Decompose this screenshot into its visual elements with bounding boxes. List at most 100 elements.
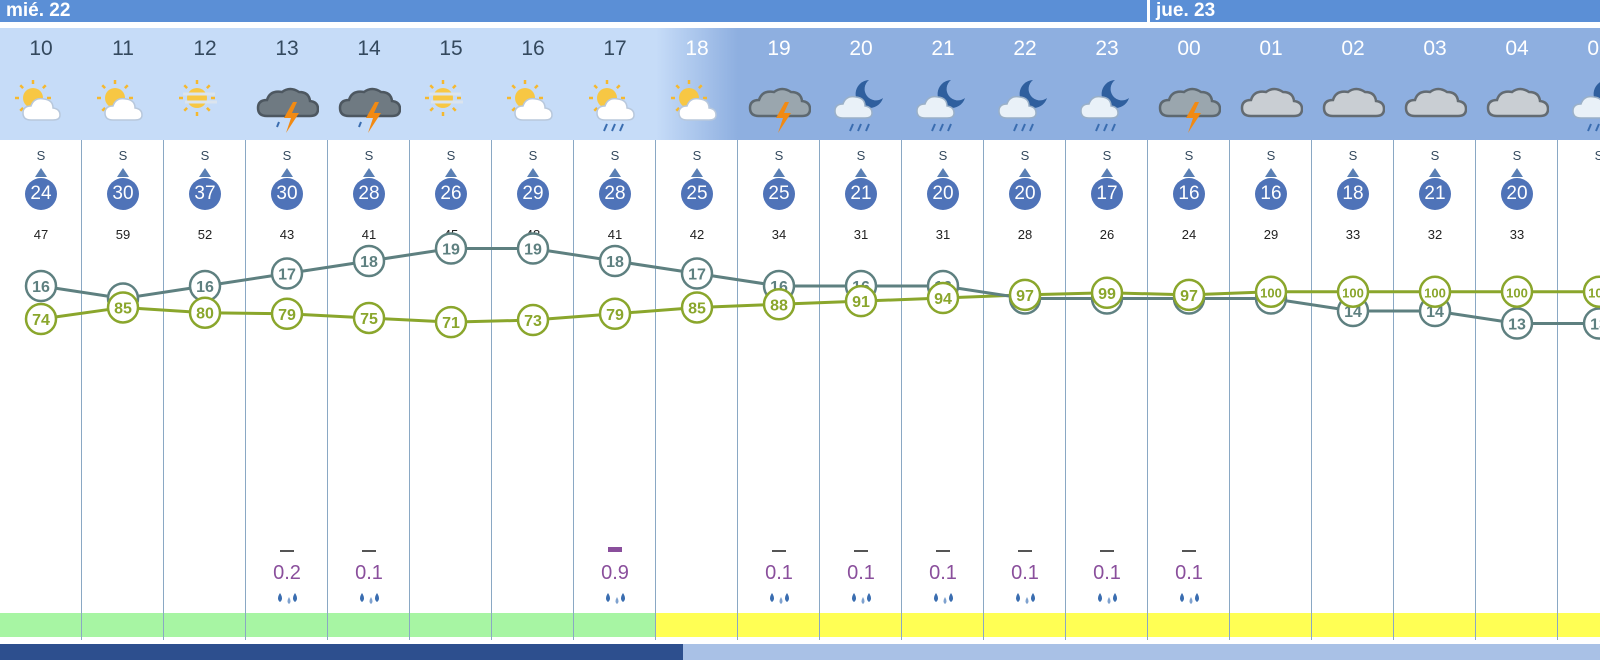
temperature-point: 19 [516,232,550,265]
cloud-icon [1486,87,1549,118]
wind-speed-badge: 20 [927,178,959,210]
scrollbar-thumb[interactable] [0,644,683,660]
day-bar [0,0,1600,22]
wind-speed-badge: 17 [1091,178,1123,210]
hour-cell: 12 [164,28,246,140]
column-divider [1147,140,1148,640]
hour-label: 02 [1341,37,1365,60]
precip-amount: 0.2 [273,562,301,584]
wind-speed-badge: 30 [271,178,303,210]
wind-direction: S [1266,148,1276,163]
humidity-point: 100 [1336,275,1370,308]
wind-arrow-icon [1429,168,1441,177]
humidity-label: 75 [360,311,378,328]
wind-arrow-icon [691,168,703,177]
humidity-point: 94 [926,281,960,315]
wind-gust: 28 [1017,227,1033,242]
status-strip [656,613,737,637]
hour-label: 10 [29,37,53,60]
cloud-icon [1404,87,1467,118]
humidity-point: 91 [844,284,878,318]
wind-arrow-icon [35,168,47,177]
temperature-label: 14 [1344,304,1362,321]
hour-cell: 03 [1394,28,1476,140]
column-divider [1557,140,1558,640]
sun-cloud-icon [97,80,143,121]
wind-gust: 41 [607,227,623,242]
wind-gust: 52 [197,227,213,242]
sun-haze-icon [425,80,463,116]
hour-label: 05 [1587,37,1600,60]
wind-speed-badge: 20 [1009,178,1041,210]
status-strip [1558,613,1600,637]
wind-direction: S [118,148,128,163]
humidity-label: 88 [770,297,788,314]
temperature-label: 17 [688,267,706,284]
status-strip [328,613,409,637]
wind-gust: 59 [115,227,131,242]
hour-cell: 22 [984,28,1066,140]
column-divider [409,140,410,640]
sun-rain-icon [589,80,635,132]
day-separator [1147,0,1150,26]
moon-rain-icon [1080,80,1129,132]
wind-arrow-icon [1019,168,1031,177]
wind-arrow-icon [1347,168,1359,177]
humidity-point: 79 [598,297,632,330]
humidity-label: 94 [934,291,952,308]
hour-label: 19 [767,37,791,60]
wind-direction: S [282,148,292,163]
temperature-label: 19 [442,242,460,259]
humidity-label: 73 [524,313,542,330]
raindrops-icon [360,593,379,604]
wind-arrow-icon [281,168,293,177]
status-strip [164,613,245,637]
precip-bar [1100,550,1114,552]
wind-speed-badge: 21 [845,178,877,210]
column-divider [491,140,492,640]
wind-direction: S [1512,148,1522,163]
status-strip [1230,613,1311,637]
wind-arrow-icon [363,168,375,177]
humidity-point: 85 [106,291,140,324]
wind-direction: S [1184,148,1194,163]
temperature-point: 17 [270,257,304,290]
wind-arrow-icon [199,168,211,177]
humidity-point: 88 [762,288,796,321]
precip-bar [608,547,622,552]
day-label: jue. 23 [1156,0,1216,21]
humidity-label: 100 [1588,286,1600,301]
precip-amount: 0.1 [765,562,793,584]
moon-rain-icon [916,80,965,132]
hour-label: 23 [1095,37,1119,60]
humidity-label: 97 [1180,288,1198,305]
status-strip [1148,613,1229,637]
precip-amount: 0.1 [1175,562,1203,584]
wind-speed-badge: 25 [763,178,795,210]
humidity-point: 100 [1254,275,1288,308]
temperature-point: 19 [434,232,468,265]
humidity-label: 80 [196,306,214,323]
temperature-label: 16 [196,279,214,296]
day-label: mié. 22 [6,0,71,21]
wind-gust: 33 [1509,227,1525,242]
wind-speed-badge: 16 [1255,178,1287,210]
wind-direction: S [446,148,456,163]
wind-speed-badge: 29 [517,178,549,210]
humidity-point: 97 [1008,278,1042,312]
humidity-point: 80 [188,296,222,329]
temperature-label: 13 [1590,317,1600,334]
wind-speed-badge: 26 [435,178,467,210]
status-strip [410,613,491,637]
moon-rain-icon [1572,82,1600,132]
wind-speed-badge: 28 [599,178,631,210]
wind-gust: 33 [1345,227,1361,242]
hour-cell: 19 [738,28,820,140]
hour-label: 00 [1177,37,1201,60]
sun-cloud-icon [507,80,553,121]
wind-gust: 29 [1263,227,1279,242]
hour-cell: 04 [1476,28,1558,140]
humidity-point: 79 [270,297,304,330]
raindrops-icon [934,593,953,604]
hour-label: 21 [931,37,955,60]
